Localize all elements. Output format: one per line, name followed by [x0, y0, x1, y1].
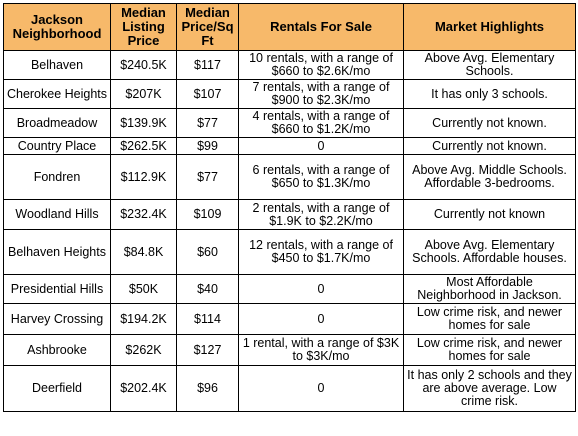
cell-listing-price: $194.2K [110, 303, 177, 335]
cell-neighborhood: Belhaven Heights [3, 229, 111, 275]
cell-price-sq-ft: $99 [176, 137, 239, 155]
cell-highlights: Above Avg. Elementary Schools. Affordabl… [403, 229, 576, 275]
cell-price-sq-ft: $77 [176, 108, 239, 138]
cell-rentals: 0 [238, 274, 404, 304]
cell-rentals: 4 rentals, with a range of $660 to $1.2K… [238, 108, 404, 138]
cell-neighborhood: Broadmeadow [3, 108, 111, 138]
table-row: Cherokee Heights $207K $107 7 rentals, w… [3, 79, 576, 109]
cell-neighborhood: Country Place [3, 137, 111, 155]
cell-price-sq-ft: $40 [176, 274, 239, 304]
cell-price-sq-ft: $109 [176, 199, 239, 230]
table-row: Presidential Hills $50K $40 0 Most Affor… [3, 274, 576, 304]
neighborhood-table: Jackson Neighborhood Median Listing Pric… [3, 3, 576, 412]
header-median-price-sq-ft: Median Price/Sq Ft [176, 3, 239, 51]
cell-highlights: Currently not known. [403, 137, 576, 155]
header-market-highlights: Market Highlights [403, 3, 576, 51]
cell-listing-price: $262K [110, 334, 177, 366]
cell-neighborhood: Presidential Hills [3, 274, 111, 304]
cell-rentals: 6 rentals, with a range of $650 to $1.3K… [238, 154, 404, 200]
cell-listing-price: $240.5K [110, 50, 177, 80]
cell-highlights: Above Avg. Middle Schools. Affordable 3-… [403, 154, 576, 200]
cell-highlights: It has only 3 schools. [403, 79, 576, 109]
cell-highlights: Above Avg. Elementary Schools. [403, 50, 576, 80]
table-row: Harvey Crossing $194.2K $114 0 Low crime… [3, 303, 576, 335]
cell-rentals: 1 rental, with a range of $3K to $3K/mo [238, 334, 404, 366]
table-row: Country Place $262.5K $99 0 Currently no… [3, 137, 576, 155]
cell-neighborhood: Woodland Hills [3, 199, 111, 230]
cell-neighborhood: Fondren [3, 154, 111, 200]
table-row: Broadmeadow $139.9K $77 4 rentals, with … [3, 108, 576, 138]
cell-listing-price: $232.4K [110, 199, 177, 230]
cell-listing-price: $50K [110, 274, 177, 304]
table-row: Fondren $112.9K $77 6 rentals, with a ra… [3, 154, 576, 200]
cell-rentals: 0 [238, 137, 404, 155]
cell-neighborhood: Harvey Crossing [3, 303, 111, 335]
cell-listing-price: $262.5K [110, 137, 177, 155]
cell-rentals: 0 [238, 303, 404, 335]
cell-highlights: Currently not known [403, 199, 576, 230]
table-row: Belhaven $240.5K $117 10 rentals, with a… [3, 50, 576, 80]
header-neighborhood: Jackson Neighborhood [3, 3, 111, 51]
cell-rentals: 2 rentals, with a range of $1.9K to $2.2… [238, 199, 404, 230]
table-row: Belhaven Heights $84.8K $60 12 rentals, … [3, 229, 576, 275]
cell-neighborhood: Ashbrooke [3, 334, 111, 366]
cell-listing-price: $202.4K [110, 365, 177, 412]
cell-neighborhood: Belhaven [3, 50, 111, 80]
cell-price-sq-ft: $60 [176, 229, 239, 275]
header-rentals-for-sale: Rentals For Sale [238, 3, 404, 51]
table-row: Deerfield $202.4K $96 0 It has only 2 sc… [3, 365, 576, 412]
cell-price-sq-ft: $117 [176, 50, 239, 80]
header-row: Jackson Neighborhood Median Listing Pric… [3, 3, 576, 51]
cell-neighborhood: Deerfield [3, 365, 111, 412]
cell-rentals: 7 rentals, with a range of $900 to $2.3K… [238, 79, 404, 109]
cell-price-sq-ft: $127 [176, 334, 239, 366]
cell-rentals: 12 rentals, with a range of $450 to $1.7… [238, 229, 404, 275]
cell-price-sq-ft: $114 [176, 303, 239, 335]
cell-neighborhood: Cherokee Heights [3, 79, 111, 109]
table-row: Ashbrooke $262K $127 1 rental, with a ra… [3, 334, 576, 366]
cell-highlights: Low crime risk, and newer homes for sale [403, 334, 576, 366]
cell-highlights: Most Affordable Neighborhood in Jackson. [403, 274, 576, 304]
cell-listing-price: $207K [110, 79, 177, 109]
cell-rentals: 10 rentals, with a range of $660 to $2.6… [238, 50, 404, 80]
cell-highlights: Currently not known. [403, 108, 576, 138]
table-row: Woodland Hills $232.4K $109 2 rentals, w… [3, 199, 576, 230]
cell-price-sq-ft: $77 [176, 154, 239, 200]
cell-listing-price: $84.8K [110, 229, 177, 275]
cell-highlights: It has only 2 schools and they are above… [403, 365, 576, 412]
cell-listing-price: $112.9K [110, 154, 177, 200]
cell-price-sq-ft: $96 [176, 365, 239, 412]
cell-highlights: Low crime risk, and newer homes for sale [403, 303, 576, 335]
cell-price-sq-ft: $107 [176, 79, 239, 109]
cell-listing-price: $139.9K [110, 108, 177, 138]
cell-rentals: 0 [238, 365, 404, 412]
header-median-listing-price: Median Listing Price [110, 3, 177, 51]
